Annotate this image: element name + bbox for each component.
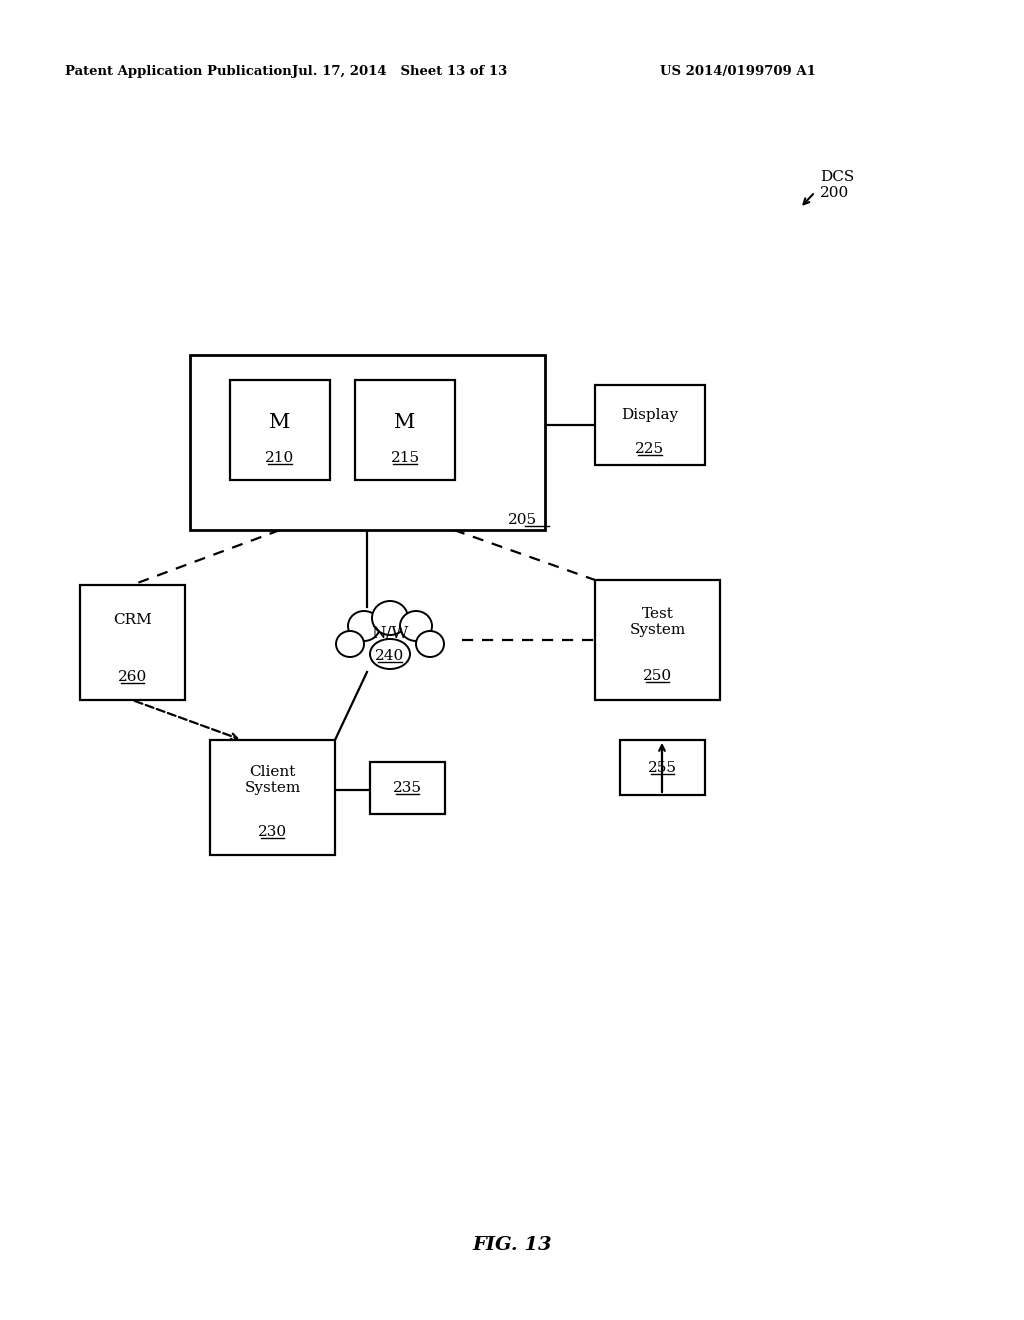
Text: 240: 240 bbox=[376, 649, 404, 663]
Text: CRM: CRM bbox=[113, 612, 152, 627]
Bar bbox=[190, 355, 545, 531]
Text: DCS
200: DCS 200 bbox=[820, 170, 854, 201]
Text: Display: Display bbox=[622, 408, 679, 422]
Text: 230: 230 bbox=[258, 825, 287, 840]
Ellipse shape bbox=[416, 631, 444, 657]
Text: 255: 255 bbox=[648, 760, 677, 775]
Ellipse shape bbox=[400, 611, 432, 642]
Text: 250: 250 bbox=[643, 669, 672, 682]
Ellipse shape bbox=[348, 611, 380, 642]
Text: M: M bbox=[269, 412, 291, 432]
Text: Client
System: Client System bbox=[245, 766, 301, 796]
Text: N/W: N/W bbox=[372, 626, 409, 643]
Bar bbox=[230, 380, 330, 480]
Text: 225: 225 bbox=[636, 442, 665, 455]
Text: FIG. 13: FIG. 13 bbox=[472, 1236, 552, 1254]
Text: 235: 235 bbox=[393, 781, 422, 795]
Bar bbox=[370, 762, 445, 814]
Text: Test
System: Test System bbox=[630, 607, 686, 638]
Bar bbox=[620, 741, 705, 795]
Text: 260: 260 bbox=[118, 671, 147, 684]
Text: Jul. 17, 2014   Sheet 13 of 13: Jul. 17, 2014 Sheet 13 of 13 bbox=[293, 66, 508, 78]
Ellipse shape bbox=[336, 631, 364, 657]
Ellipse shape bbox=[370, 639, 410, 669]
Bar bbox=[595, 385, 705, 465]
Bar bbox=[210, 741, 335, 855]
Bar bbox=[595, 579, 720, 700]
Bar bbox=[80, 585, 185, 700]
Text: 210: 210 bbox=[265, 451, 295, 465]
Ellipse shape bbox=[372, 601, 408, 635]
Text: US 2014/0199709 A1: US 2014/0199709 A1 bbox=[660, 66, 816, 78]
Text: 215: 215 bbox=[390, 451, 420, 465]
Text: M: M bbox=[394, 412, 416, 432]
Text: Patent Application Publication: Patent Application Publication bbox=[65, 66, 292, 78]
Bar bbox=[355, 380, 455, 480]
Text: 205: 205 bbox=[508, 513, 537, 527]
